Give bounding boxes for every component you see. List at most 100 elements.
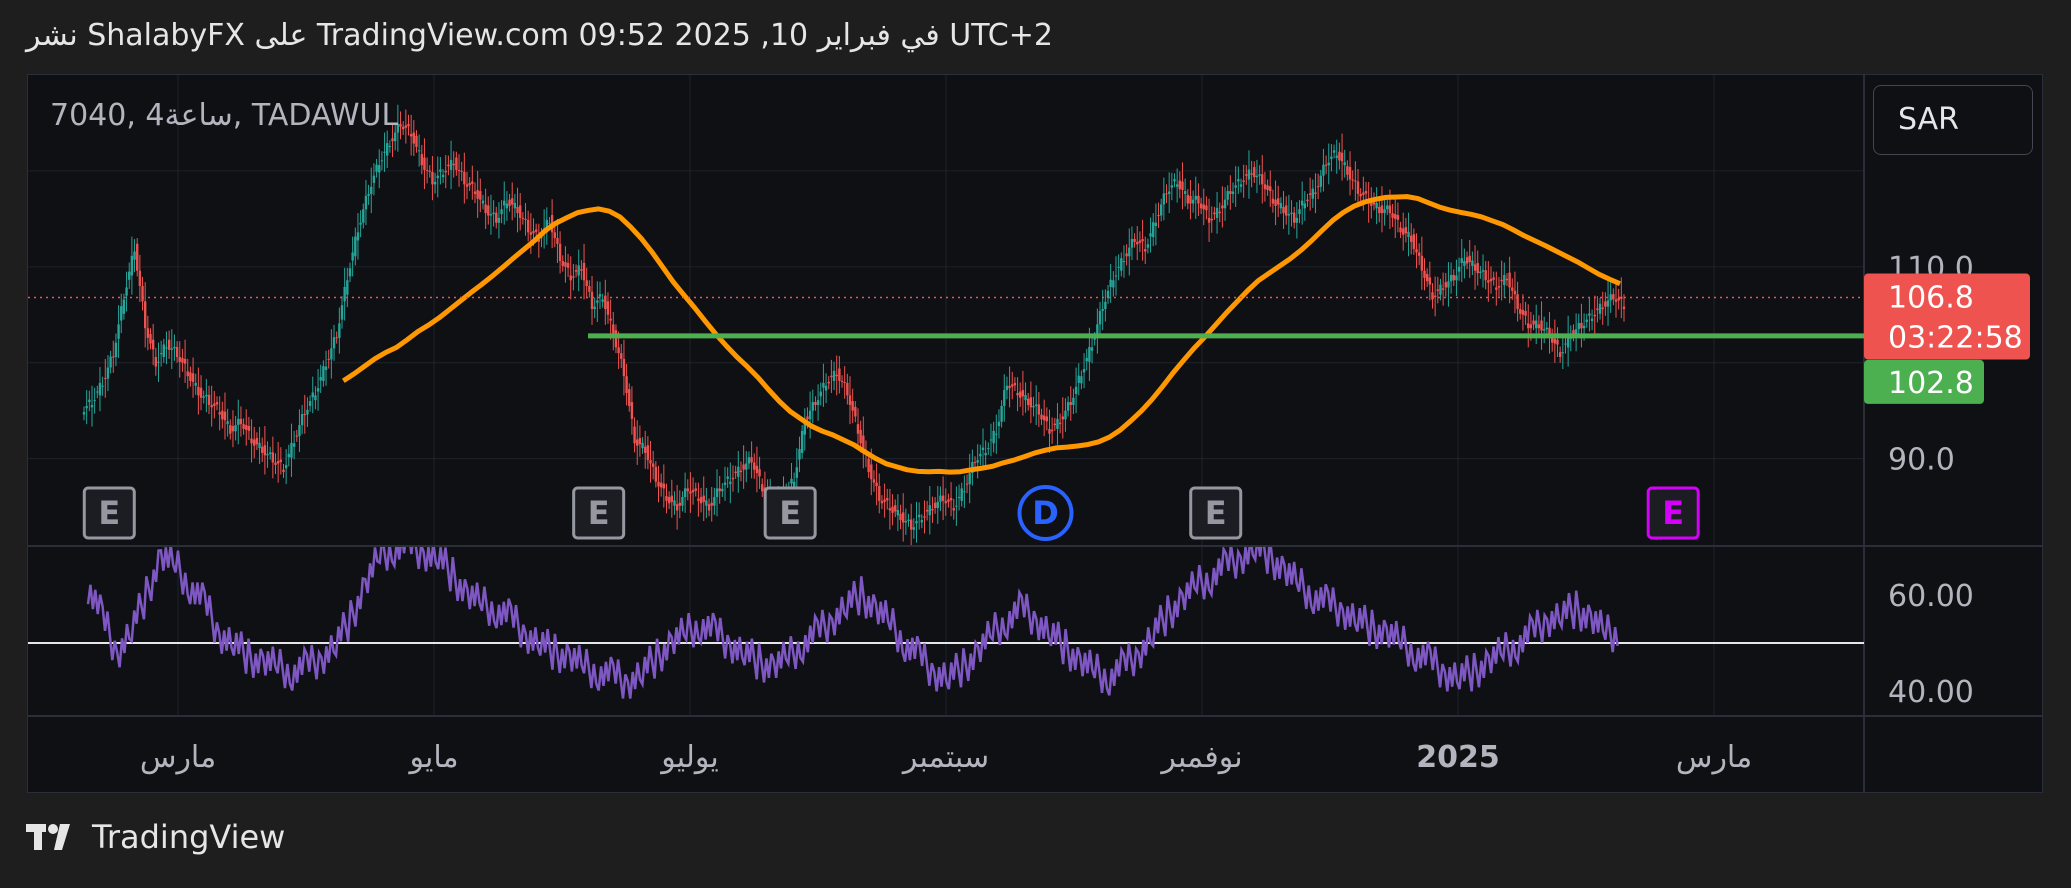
candle-body xyxy=(854,406,857,417)
candle-body xyxy=(98,382,102,396)
candle-body xyxy=(189,372,192,381)
candle-body xyxy=(439,169,442,172)
candle-body xyxy=(1316,186,1320,188)
candle-body xyxy=(1540,320,1543,331)
candle-body xyxy=(1128,247,1131,257)
candle-body xyxy=(399,123,402,127)
candle-body xyxy=(1444,282,1447,288)
candle-body xyxy=(1513,290,1517,295)
candle-body xyxy=(1250,173,1253,175)
candle-body xyxy=(612,324,615,338)
candle-body xyxy=(343,286,346,302)
candle-body xyxy=(1074,386,1078,394)
earnings-box xyxy=(572,486,626,540)
candle-body xyxy=(955,505,958,507)
candle-body xyxy=(1375,203,1378,209)
candle-body xyxy=(840,380,844,382)
candle-body xyxy=(585,280,588,287)
candle-body xyxy=(1335,155,1338,158)
candle-body xyxy=(487,205,490,216)
candle-body xyxy=(920,520,924,523)
candle-body xyxy=(279,459,283,463)
candle-body xyxy=(1181,181,1184,191)
candle-body xyxy=(1391,213,1394,218)
candle-body xyxy=(798,449,801,460)
earnings-box xyxy=(82,486,136,540)
candle-body xyxy=(912,527,916,530)
candle-body xyxy=(646,445,650,461)
candle-body xyxy=(1040,414,1043,420)
event-label: E xyxy=(1205,494,1227,532)
candle-body xyxy=(633,426,636,444)
candle-body xyxy=(1428,277,1432,285)
candle-body xyxy=(348,268,352,277)
candle-body xyxy=(112,356,115,358)
candle-body xyxy=(1516,294,1519,310)
event-label: E xyxy=(1662,494,1684,532)
candle-body xyxy=(489,214,493,216)
candle-body xyxy=(1532,320,1535,325)
candle-body xyxy=(819,391,822,397)
candle-body xyxy=(614,330,618,348)
candle-body xyxy=(593,306,596,310)
publish-header: نشر ShalabyFX على TradingView.com 09:52 … xyxy=(26,18,1053,53)
candle-body xyxy=(1542,329,1546,331)
candle-body xyxy=(824,385,828,391)
grid xyxy=(28,75,2042,792)
candle-body xyxy=(622,358,626,377)
candle-body xyxy=(322,366,325,381)
candle-body xyxy=(1364,191,1368,194)
candle-body xyxy=(1133,239,1136,242)
candle-body xyxy=(1077,375,1080,383)
candle-body xyxy=(465,184,469,187)
candle-body xyxy=(1011,384,1014,387)
candle-body xyxy=(952,508,955,511)
candle-body xyxy=(1239,184,1243,187)
candles xyxy=(82,104,1626,545)
x-tick-label: سبتمبر xyxy=(901,740,989,775)
candle-body xyxy=(1066,402,1070,411)
candle-body xyxy=(479,191,482,200)
candle-body xyxy=(1319,175,1322,187)
candle-body xyxy=(1120,258,1123,271)
candle-body xyxy=(151,339,155,350)
candle-body xyxy=(1098,310,1102,325)
candle-body xyxy=(617,347,620,354)
candle-body xyxy=(354,236,357,257)
candle-body xyxy=(1003,390,1006,406)
candle-body xyxy=(492,212,495,215)
candle-body xyxy=(1431,292,1434,300)
candle-body xyxy=(370,186,373,194)
candle-body xyxy=(534,229,538,232)
candle-body xyxy=(332,337,336,349)
candle-body xyxy=(939,495,942,502)
candle-body xyxy=(362,209,365,223)
candle-body xyxy=(423,157,426,170)
candle-body xyxy=(1016,392,1019,396)
candle-body xyxy=(713,497,716,506)
candle-body xyxy=(659,482,663,488)
currency-button[interactable]: SAR xyxy=(1873,85,2033,155)
candle-body xyxy=(723,482,727,486)
candle-body xyxy=(649,460,652,464)
candle-body xyxy=(181,357,184,363)
candle-body xyxy=(300,414,304,426)
candle-body xyxy=(1024,394,1027,401)
candle-body xyxy=(936,501,939,509)
candle-body xyxy=(806,416,809,420)
candle-body xyxy=(1285,205,1288,216)
candle-body xyxy=(239,418,243,425)
candle-body xyxy=(473,191,477,194)
candle-body xyxy=(651,463,655,467)
candle-body xyxy=(556,238,559,244)
candle-body xyxy=(848,395,852,405)
footer-brand[interactable]: TradingView xyxy=(26,818,285,856)
candle-body xyxy=(1173,179,1176,182)
candle-body xyxy=(731,477,735,480)
candle-body xyxy=(287,453,291,458)
candle-body xyxy=(511,198,514,205)
candle-body xyxy=(1037,404,1041,415)
candle-body xyxy=(1048,428,1051,434)
